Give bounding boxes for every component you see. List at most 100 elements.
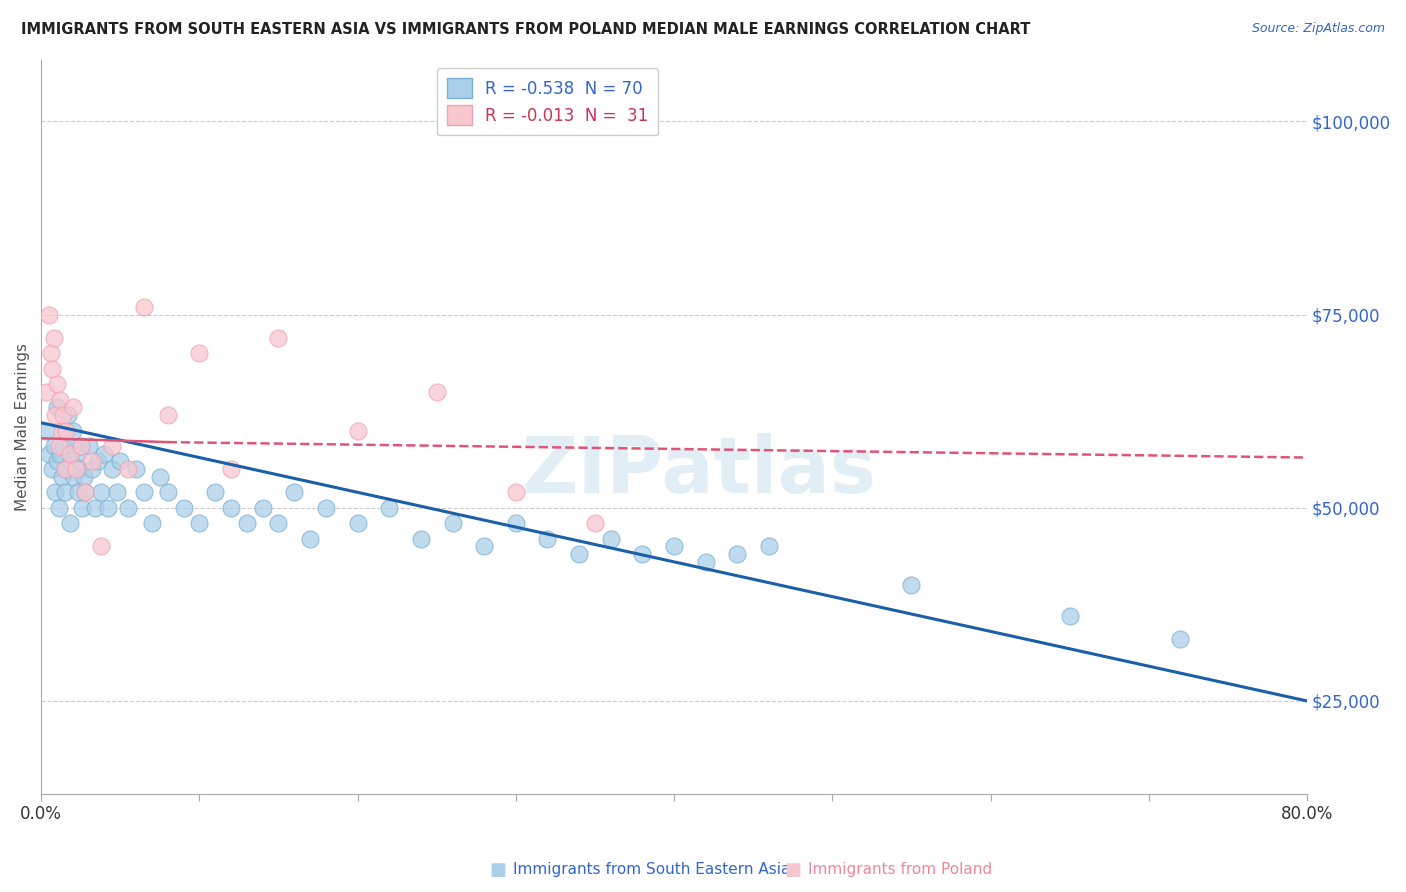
Point: [52, 439, 75, 453]
Point: [51, 424, 73, 438]
Point: [219, 500, 242, 515]
Point: [267, 516, 290, 531]
Point: [1059, 609, 1081, 624]
Text: ■: ■: [489, 861, 506, 879]
Point: [42, 439, 65, 453]
Point: [62, 424, 84, 438]
Point: [69, 439, 91, 453]
Point: [631, 547, 654, 561]
Point: [409, 532, 432, 546]
Point: [93, 447, 115, 461]
Point: [49, 392, 72, 407]
Point: [45, 377, 67, 392]
Point: [156, 408, 179, 422]
Point: [900, 578, 922, 592]
Point: [472, 540, 495, 554]
Point: [75, 485, 97, 500]
Text: IMMIGRANTS FROM SOUTH EASTERN ASIA VS IMMIGRANTS FROM POLAND MEDIAN MALE EARNING: IMMIGRANTS FROM SOUTH EASTERN ASIA VS IM…: [21, 22, 1031, 37]
Point: [87, 454, 110, 468]
Point: [41, 361, 63, 376]
Point: [156, 485, 179, 500]
Point: [315, 500, 337, 515]
Point: [65, 462, 87, 476]
Point: [599, 532, 621, 546]
Point: [48, 439, 70, 453]
Point: [38, 308, 60, 322]
Point: [48, 500, 70, 515]
Point: [505, 516, 527, 531]
Y-axis label: Median Male Earnings: Median Male Earnings: [15, 343, 30, 510]
Point: [299, 532, 322, 546]
Point: [695, 555, 717, 569]
Point: [568, 547, 591, 561]
Point: [252, 500, 274, 515]
Point: [125, 462, 148, 476]
Point: [101, 462, 124, 476]
Point: [51, 470, 73, 484]
Point: [378, 500, 401, 515]
Point: [49, 447, 72, 461]
Point: [267, 331, 290, 345]
Legend: R = -0.538  N = 70, R = -0.013  N =  31: R = -0.538 N = 70, R = -0.013 N = 31: [437, 68, 658, 136]
Point: [84, 500, 107, 515]
Point: [77, 439, 100, 453]
Point: [44, 485, 66, 500]
Point: [58, 439, 80, 453]
Point: [219, 462, 242, 476]
Point: [58, 516, 80, 531]
Point: [101, 439, 124, 453]
Point: [1170, 632, 1192, 647]
Point: [42, 331, 65, 345]
Point: [67, 462, 90, 476]
Point: [117, 500, 139, 515]
Point: [117, 462, 139, 476]
Point: [188, 516, 211, 531]
Point: [149, 470, 172, 484]
Point: [41, 462, 63, 476]
Point: [73, 470, 96, 484]
Point: [66, 485, 89, 500]
Point: [583, 516, 606, 531]
Point: [52, 408, 75, 422]
Point: [758, 540, 780, 554]
Point: [53, 462, 76, 476]
Point: [45, 401, 67, 415]
Point: [141, 516, 163, 531]
Point: [536, 532, 558, 546]
Point: [56, 408, 79, 422]
Text: ZIPatlas: ZIPatlas: [522, 433, 877, 508]
Point: [204, 485, 226, 500]
Point: [346, 516, 368, 531]
Point: [110, 454, 132, 468]
Point: [72, 500, 94, 515]
Point: [65, 447, 87, 461]
Point: [53, 485, 76, 500]
Point: [132, 300, 155, 314]
Point: [236, 516, 259, 531]
Point: [58, 447, 80, 461]
Point: [441, 516, 464, 531]
Point: [60, 454, 83, 468]
Point: [69, 439, 91, 453]
Point: [80, 454, 103, 468]
Point: [105, 485, 128, 500]
Point: [346, 424, 368, 438]
Point: [90, 485, 112, 500]
Point: [55, 462, 77, 476]
Point: [426, 384, 449, 399]
Point: [188, 346, 211, 360]
Text: Immigrants from South Eastern Asia: Immigrants from South Eastern Asia: [513, 863, 790, 877]
Point: [505, 485, 527, 500]
Point: [75, 485, 97, 500]
Point: [38, 447, 60, 461]
Point: [90, 540, 112, 554]
Point: [97, 500, 120, 515]
Point: [39, 346, 62, 360]
Point: [283, 485, 305, 500]
Point: [63, 470, 86, 484]
Point: [53, 424, 76, 438]
Point: [662, 540, 685, 554]
Point: [173, 500, 195, 515]
Point: [725, 547, 748, 561]
Point: [35, 384, 58, 399]
